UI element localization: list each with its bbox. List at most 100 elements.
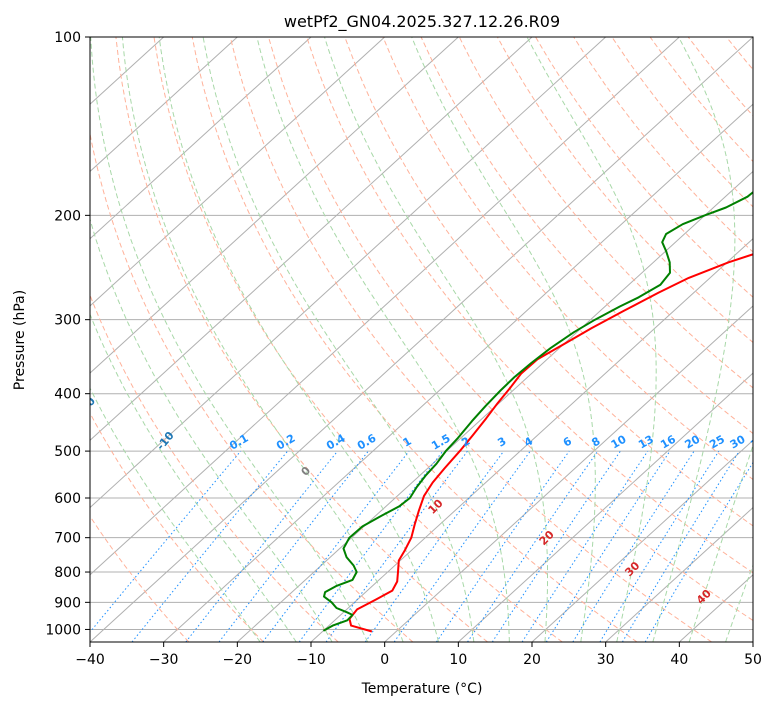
- mixing-ratio-line: [435, 450, 570, 642]
- dry-adiabat-line: [306, 37, 753, 574]
- x-tick-label: −20: [223, 652, 253, 668]
- mixing-ratio-line: [621, 450, 740, 642]
- mixing-ratio-line: [545, 450, 671, 642]
- chart-axes: −40 −30 −20 −10 0 10 20 30 40 5010020030040050060…: [45, 30, 762, 668]
- x-tick-label: −30: [149, 652, 179, 668]
- isotherm-line: [90, 37, 312, 240]
- dry-adiabat-line: [649, 37, 753, 163]
- x-tick-label: 50: [744, 652, 762, 668]
- dewpoint-profile-line: [322, 190, 753, 632]
- moist-adiabat-line: [688, 443, 753, 642]
- dry-adiabat-line: [687, 37, 753, 117]
- dry-adiabat-label: -20: [75, 394, 98, 418]
- mixing-ratio-label: 36: [748, 432, 768, 451]
- dry-adiabat-line: [765, 37, 775, 642]
- dry-adiabat-line: [573, 37, 753, 253]
- mixing-ratio-label: 1.5: [429, 432, 452, 453]
- isotherm-line: [90, 37, 680, 576]
- mixing-ratio-label: 6: [561, 434, 574, 449]
- dry-adiabat-label: -10: [154, 429, 177, 453]
- mixing-ratio-line: [467, 450, 599, 642]
- mixing-ratio-line: [491, 450, 621, 642]
- dry-adiabat-line: [535, 37, 753, 298]
- mixing-ratio-line: [262, 450, 410, 642]
- y-tick-label: 300: [54, 313, 81, 329]
- y-tick-label: 1000: [45, 622, 81, 638]
- moist-adiabat-line: [90, 313, 297, 642]
- y-tick-label: 700: [54, 531, 81, 547]
- dry-adiabat-line: [420, 37, 753, 435]
- x-axis-label: Temperature (°C): [361, 681, 483, 697]
- y-tick-label: 800: [54, 565, 81, 581]
- dry-adiabat-line: [90, 515, 190, 642]
- dry-adiabat-line: [229, 37, 712, 642]
- mixing-ratio-label: 30: [728, 432, 748, 451]
- moist-adiabat-label: 0: [299, 464, 314, 479]
- dry-adiabat-line: [90, 131, 414, 642]
- chart-grid: [90, 37, 775, 642]
- moist-adiabat-line: [725, 563, 753, 642]
- dry-adiabat-line: [726, 37, 753, 71]
- mixing-ratio-line: [131, 450, 288, 642]
- isotherm-line: [90, 37, 386, 307]
- dry-adiabat-line: [115, 37, 488, 642]
- chart-series: [322, 190, 753, 633]
- y-axis-label: Pressure (hPa): [12, 290, 28, 390]
- dry-adiabat-line: [382, 37, 753, 481]
- moist-adiabat-line: [90, 37, 369, 642]
- mixing-ratio-label: 16: [658, 432, 678, 451]
- mixing-ratio-line: [90, 450, 242, 633]
- isotherm-line: [90, 37, 753, 642]
- y-tick-label: 500: [54, 444, 81, 460]
- isotherm-line: [531, 439, 753, 642]
- mixing-ratio-line: [572, 450, 695, 642]
- y-tick-label: 200: [54, 208, 81, 224]
- moist-adiabat-line: [158, 37, 439, 642]
- mixing-ratio-line: [185, 450, 338, 642]
- moist-adiabat-label: 40: [694, 587, 714, 607]
- isotherm-line: [163, 103, 753, 642]
- x-tick-label: 0: [380, 652, 389, 668]
- mixing-ratio-line: [599, 450, 720, 642]
- isotherm-line: [90, 37, 238, 173]
- isotherm-line: [384, 305, 753, 642]
- y-tick-label: 600: [54, 491, 81, 507]
- dry-adiabat-line: [268, 37, 753, 622]
- isotherm-line: [605, 506, 753, 642]
- moist-adiabat-label: 10: [426, 497, 446, 517]
- x-tick-label: 20: [523, 652, 541, 668]
- moist-adiabat-line: [202, 37, 475, 642]
- y-tick-label: 900: [54, 595, 81, 611]
- isotherm-line: [752, 641, 753, 642]
- mixing-ratio-label: 0.2: [274, 432, 297, 453]
- mixing-ratio-label: 0.4: [324, 431, 348, 452]
- moist-adiabat-line: [256, 37, 510, 642]
- x-tick-label: 40: [670, 652, 688, 668]
- dry-adiabat-line: [611, 37, 753, 208]
- isotherm-line: [90, 37, 533, 442]
- mixing-ratio-line: [298, 450, 444, 642]
- moist-adiabat-line: [652, 37, 736, 642]
- dry-adiabat-line: [496, 37, 753, 344]
- chart-line-labels: -100-90-80-70-60-50-40-30-20-100.10.20.4…: [75, 394, 768, 607]
- y-tick-label: 400: [54, 387, 81, 403]
- x-tick-label: −10: [296, 652, 326, 668]
- y-tick-label: 100: [54, 30, 81, 46]
- mixing-ratio-line: [218, 450, 369, 642]
- x-tick-label: 30: [597, 652, 615, 668]
- dry-adiabat-line: [344, 37, 753, 527]
- mixing-ratio-label: 8: [589, 435, 602, 450]
- mixing-ratio-line: [393, 450, 531, 642]
- isotherm-line: [457, 372, 753, 642]
- moist-adiabat-label: 20: [537, 528, 557, 548]
- moist-adiabat-line: [324, 37, 548, 642]
- mixing-ratio-label: 3: [495, 435, 508, 450]
- moist-adiabat-line: [90, 387, 261, 642]
- x-tick-label: 10: [449, 652, 467, 668]
- plot-frame: [89, 36, 754, 643]
- chart-title: wetPf2_GN04.2025.327.12.26.R09: [284, 12, 560, 32]
- dry-adiabat-line: [191, 37, 638, 642]
- mixing-ratio-line: [325, 450, 468, 642]
- isotherm-line: [90, 37, 459, 374]
